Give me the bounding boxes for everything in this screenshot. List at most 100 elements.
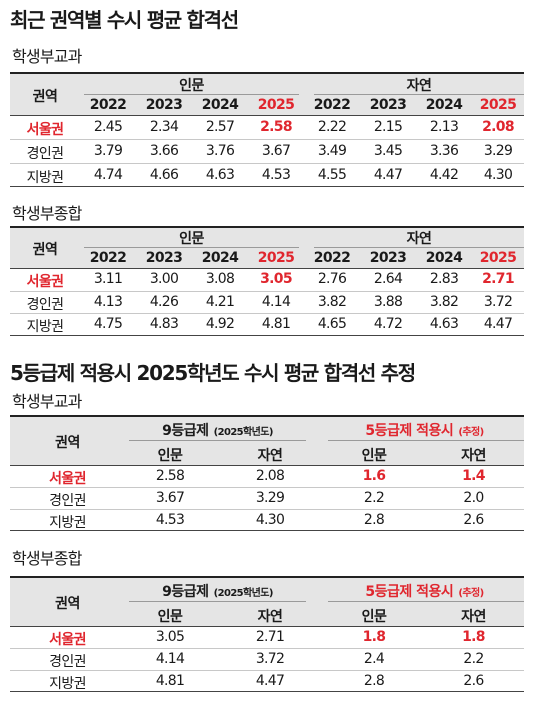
row-region-local: 지방권 bbox=[49, 676, 86, 692]
header-group-natural: 자연 bbox=[406, 78, 432, 94]
table-cell: 3.00 bbox=[149, 271, 179, 287]
year-header: 2023 bbox=[369, 97, 407, 113]
table-cell: 2.45 bbox=[93, 119, 123, 135]
table-cell-highlight: 2.58 bbox=[260, 119, 292, 135]
table-cell: 4.53 bbox=[155, 512, 185, 528]
table-cell-highlight: 3.05 bbox=[260, 271, 292, 287]
table-cell: 2.58 bbox=[155, 468, 185, 484]
table-cell: 4.53 bbox=[261, 167, 291, 183]
table-cell: 2.6 bbox=[463, 673, 484, 689]
table-recent-gyogwa: 권역 인문 자연 2022 2023 2024 2025 2022 2023 2… bbox=[10, 72, 524, 187]
table-cell: 4.47 bbox=[373, 167, 403, 183]
year-header-highlight: 2025 bbox=[257, 97, 295, 113]
table-cell: 2.2 bbox=[463, 651, 484, 667]
row-region-seoul: 서울권 bbox=[26, 274, 64, 290]
row-region-gyeongin: 경인권 bbox=[26, 146, 64, 162]
table-cell-highlight: 2.71 bbox=[482, 271, 514, 287]
table-cell: 4.74 bbox=[93, 167, 123, 183]
header-group-9: 9등급제 (2025학년도) bbox=[125, 581, 310, 601]
row-region-seoul: 서울권 bbox=[49, 471, 86, 487]
table-cell-highlight: 1.8 bbox=[362, 629, 386, 645]
table-cell: 3.11 bbox=[93, 271, 123, 287]
table-cell: 4.75 bbox=[93, 316, 123, 332]
table-cell: 3.05 bbox=[155, 629, 185, 645]
table-cell: 2.08 bbox=[255, 468, 285, 484]
table-cell: 4.81 bbox=[155, 673, 185, 689]
table-cell: 3.72 bbox=[483, 294, 513, 310]
year-header: 2024 bbox=[201, 97, 239, 113]
table-cell: 4.83 bbox=[149, 316, 179, 332]
table-cell: 4.30 bbox=[255, 512, 285, 528]
col-header: 인문 bbox=[157, 609, 183, 625]
header-group-5: 5등급제 적용시 (추정) bbox=[325, 420, 524, 440]
table-cell: 4.65 bbox=[317, 316, 347, 332]
col-header: 인문 bbox=[361, 609, 387, 625]
header-group-9-label: 9등급제 bbox=[162, 423, 209, 439]
header-region: 권역 bbox=[32, 242, 58, 258]
table-cell: 4.14 bbox=[155, 651, 185, 667]
table-cell: 3.66 bbox=[149, 143, 179, 159]
table-cell: 3.08 bbox=[205, 271, 235, 287]
table-cell: 2.64 bbox=[373, 271, 403, 287]
header-group-humanities: 인문 bbox=[179, 78, 204, 94]
table-cell: 4.47 bbox=[483, 316, 513, 332]
year-header-highlight: 2025 bbox=[479, 250, 517, 266]
header-group-5: 5등급제 적용시 (추정) bbox=[325, 581, 524, 601]
year-header: 2024 bbox=[425, 97, 463, 113]
table-cell: 4.92 bbox=[205, 316, 235, 332]
header-group-5-label: 5등급제 적용시 bbox=[365, 423, 454, 439]
header-group-natural: 자연 bbox=[406, 231, 432, 247]
col-header: 자연 bbox=[257, 609, 283, 625]
year-header: 2022 bbox=[89, 97, 127, 113]
page-title-grade5: 5등급제 적용시 2025학년도 수시 평균 합격선 추정 bbox=[10, 361, 416, 385]
table-cell-highlight: 1.8 bbox=[462, 629, 485, 645]
col-header: 인문 bbox=[157, 448, 183, 464]
table-cell: 2.76 bbox=[317, 271, 347, 287]
year-header: 2023 bbox=[145, 250, 183, 266]
col-header: 자연 bbox=[257, 448, 283, 464]
header-group-9-label: 9등급제 bbox=[162, 584, 209, 600]
col-header: 자연 bbox=[461, 448, 486, 464]
table-cell: 3.76 bbox=[205, 143, 235, 159]
table-cell-highlight: 1.6 bbox=[362, 468, 386, 484]
year-header-highlight: 2025 bbox=[257, 250, 295, 266]
table-cell: 2.22 bbox=[317, 119, 347, 135]
table-cell: 4.47 bbox=[255, 673, 285, 689]
table-cell: 4.21 bbox=[205, 294, 235, 310]
year-header-highlight: 2025 bbox=[479, 97, 517, 113]
table-cell: 3.88 bbox=[373, 294, 403, 310]
year-header: 2023 bbox=[145, 97, 183, 113]
header-region: 권역 bbox=[55, 596, 80, 612]
table-cell: 2.4 bbox=[363, 651, 385, 667]
table-cell: 4.63 bbox=[205, 167, 235, 183]
table-cell: 2.13 bbox=[429, 119, 459, 135]
header-group-5-label: 5등급제 적용시 bbox=[365, 584, 454, 600]
table-cell: 4.72 bbox=[373, 316, 403, 332]
row-region-local: 지방권 bbox=[26, 170, 64, 186]
table-cell: 2.34 bbox=[149, 119, 179, 135]
year-header: 2022 bbox=[313, 97, 351, 113]
table-cell: 4.81 bbox=[261, 316, 291, 332]
col-header: 자연 bbox=[461, 609, 486, 625]
row-region-seoul: 서울권 bbox=[26, 122, 64, 138]
row-region-local: 지방권 bbox=[49, 515, 86, 531]
table-cell: 2.8 bbox=[363, 512, 385, 528]
table-cell: 4.30 bbox=[483, 167, 513, 183]
subtitle-gyogwa: 학생부교과 bbox=[12, 392, 82, 411]
table-cell: 3.29 bbox=[255, 490, 285, 506]
table-cell: 3.49 bbox=[317, 143, 347, 159]
year-header: 2023 bbox=[369, 250, 407, 266]
row-region-local: 지방권 bbox=[26, 319, 64, 335]
table-cell: 4.13 bbox=[93, 294, 123, 310]
year-header: 2024 bbox=[201, 250, 239, 266]
table-cell: 4.26 bbox=[149, 294, 179, 310]
table-cell: 4.14 bbox=[261, 294, 291, 310]
table-cell-highlight: 2.08 bbox=[482, 119, 514, 135]
header-group-9-note: (2025학년도) bbox=[213, 588, 274, 599]
year-header: 2024 bbox=[425, 250, 463, 266]
header-group-humanities: 인문 bbox=[179, 231, 204, 247]
table-recent-jonghap: 권역 인문 자연 2022 2023 2024 2025 2022 2023 2… bbox=[10, 226, 524, 336]
table-cell: 2.83 bbox=[429, 271, 459, 287]
table-cell: 3.72 bbox=[255, 651, 285, 667]
table-cell: 3.79 bbox=[93, 143, 123, 159]
